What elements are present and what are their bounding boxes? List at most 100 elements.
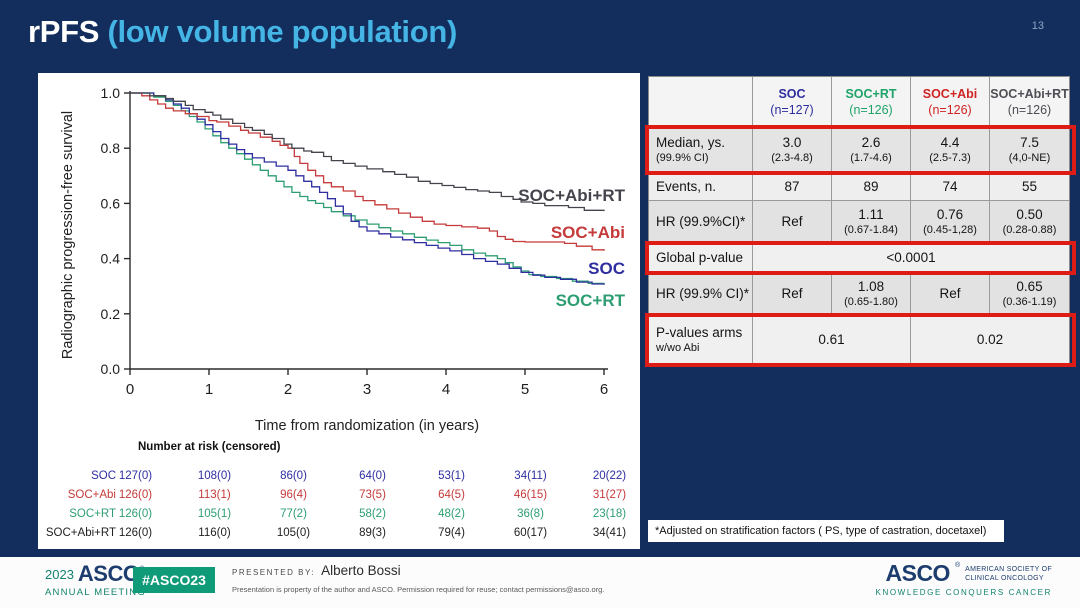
cell-value: 1.11 [858, 207, 884, 222]
x-tick-label: 6 [600, 381, 608, 398]
stats-table-row-header: SOC (n=127) SOC+RT (n=126) SOC+Abi (n=126) SOC… [649, 77, 1069, 127]
stats-value-cell: 4.4 (2.5-7.3) [911, 127, 990, 173]
km-curve-SOC+Abi [130, 92, 605, 251]
asco-society-logo: ASCO ® AMERICAN SOCIETY OF CLINICAL ONCOLO… [876, 562, 1052, 597]
stats-header-SOC+Abi+RT: SOC+Abi+RT (n=126) [990, 77, 1069, 127]
risk-value: 96(4) [280, 489, 307, 501]
cell-value: 74 [942, 179, 958, 194]
arm-n: (n=126) [928, 102, 972, 117]
y-tick-label: 0.2 [101, 306, 121, 322]
stats-value-cell: 2.6 (1.7-4.6) [832, 127, 911, 173]
cell-value: 0.65 [1016, 279, 1043, 294]
risk-row-label-SOC+RT: SOC+RT [69, 508, 116, 520]
y-tick-label: 0.4 [101, 251, 121, 267]
stats-table-row-global_p: Global p-value <0.0001 [649, 243, 1069, 273]
cell-value: Ref [939, 286, 961, 301]
cell-value: 1.08 [857, 279, 885, 294]
cell-ci: (0.45-1,28) [923, 224, 977, 236]
stats-value-cell: 1.08 (0.65-1.80) [832, 273, 911, 315]
risk-value: 126(0) [118, 508, 153, 520]
row-label-line1: HR (99.9%CI)* [656, 214, 746, 229]
y-tick-label: 0.0 [101, 361, 121, 377]
risk-value: 58(2) [359, 508, 386, 520]
cell-ci: (0.36-1.19) [1002, 296, 1057, 308]
curve-label-SOC+RT: SOC+RT [556, 291, 626, 310]
arm-name: SOC+RT [845, 86, 897, 101]
risk-value: 20(22) [592, 470, 627, 482]
cell-value: 87 [784, 179, 800, 194]
asco-tagline: KNOWLEDGE CONQUERS CANCER [875, 588, 1052, 597]
km-curve-SOC+Abi+RT [130, 92, 605, 212]
risk-row-label-SOC+Abi+RT: SOC+Abi+RT [45, 527, 116, 539]
stats-value-cell: Ref [753, 273, 832, 315]
risk-value: 127(0) [118, 470, 153, 482]
cell-value: 89 [863, 179, 879, 194]
cell-ci: (2.5-7.3) [929, 152, 971, 164]
risk-value: 60(17) [513, 527, 548, 539]
presenter-name: Alberto Bossi [321, 563, 401, 578]
stats-table: SOC (n=127) SOC+RT (n=126) SOC+Abi (n=126) SOC… [645, 76, 1076, 367]
stats-table-row-hr2: HR (99.9% CI)* Ref 1.08 (0.65-1.80) Ref 0.65 (… [649, 273, 1069, 315]
stats-header-SOC+RT: SOC+RT (n=126) [832, 77, 911, 127]
stats-value-cell: Ref [911, 273, 990, 315]
arm-name: SOC+Abi [922, 86, 978, 101]
km-plot: 0.0 0.2 0.4 0.6 0.8 1.0 0 1 2 3 4 5 6 SOC+Abi+RT SOC+A… [101, 85, 626, 398]
risk-value: 36(8) [517, 508, 544, 520]
risk-value: 64(5) [438, 489, 465, 501]
stats-value-cell: 0.02 [911, 315, 1069, 365]
stats-value-cell: 0.50 (0.28-0.88) [990, 201, 1069, 243]
row-label-line1: Events, n. [656, 179, 717, 194]
risk-value: 23(18) [592, 508, 627, 520]
row-label-line1: Global p-value [656, 250, 744, 265]
curve-label-SOC: SOC [588, 259, 625, 278]
risk-value: 86(0) [280, 470, 307, 482]
stats-table-row-hr1: HR (99.9%CI)* Ref 1.11 (0.67-1.84) 0.76 (0.45… [649, 201, 1069, 243]
arm-n: (n=126) [849, 102, 893, 117]
stats-value-cell: 89 [832, 173, 911, 201]
x-tick-label: 5 [521, 381, 529, 398]
stats-value-cell: 55 [990, 173, 1069, 201]
cell-ci: (0.28-0.88) [1002, 224, 1057, 236]
risk-value: 64(0) [359, 470, 386, 482]
cell-value: 3.0 [782, 135, 802, 150]
asco-society-row: ASCO ® AMERICAN SOCIETY OF CLINICAL ONCOLO… [876, 562, 1052, 585]
risk-value: 79(4) [438, 527, 465, 539]
curve-label-SOC+Abi: SOC+Abi [551, 223, 625, 242]
stats-value-cell: Ref [753, 201, 832, 243]
stats-value-cell: 3.0 (2.3-4.8) [753, 127, 832, 173]
stats-value-cell: 1.11 (0.67-1.84) [832, 201, 911, 243]
cell-ci: (4,0-NE) [1008, 152, 1051, 164]
risk-value: 105(1) [197, 508, 232, 520]
arm-n: (n=126) [1007, 102, 1052, 117]
presented-by-label: PRESENTED BY: [232, 568, 316, 577]
cell-value: 0.50 [1016, 207, 1043, 222]
cell-ci: (0.67-1.84) [844, 224, 898, 236]
risk-value: 77(2) [280, 508, 307, 520]
risk-value: 89(3) [359, 527, 386, 539]
risk-row-label-SOC: SOC [91, 470, 116, 482]
risk-value: 116(0) [198, 527, 231, 539]
risk-value: 113(1) [198, 489, 231, 501]
cell-value: 4.4 [940, 135, 960, 150]
stats-table-row-events: Events, n. 87 89 74 55 [649, 173, 1069, 201]
cell-ci: (0.65-1.80) [844, 296, 898, 308]
stats-row-label-hr1: HR (99.9%CI)* [649, 201, 753, 243]
x-tick-label: 3 [363, 381, 371, 398]
cell-value: Ref [781, 214, 803, 229]
stats-row-label-pvalues: P-values arms w/wo Abi [649, 315, 753, 365]
km-chart-panel: 0.0 0.2 0.4 0.6 0.8 1.0 0 1 2 3 4 5 6 SOC+Abi+RT SOC+A… [38, 73, 640, 549]
cell-value: 0.61 [818, 332, 845, 347]
risk-value: 126(0) [118, 527, 153, 539]
risk-value: 48(2) [438, 508, 465, 520]
number-at-risk-header: Number at risk (censored) [138, 441, 281, 453]
logo-asco-text: ASCO [77, 561, 140, 586]
row-label-line1: P-values arms [656, 325, 743, 340]
stats-value-cell: 7.5 (4,0-NE) [990, 127, 1069, 173]
arm-n: (n=127) [770, 102, 814, 117]
x-axis-label: Time from randomization (in years) [254, 418, 480, 434]
risk-value: 126(0) [118, 489, 153, 501]
risk-value: 53(1) [438, 470, 465, 482]
km-curve-SOC [130, 92, 605, 285]
